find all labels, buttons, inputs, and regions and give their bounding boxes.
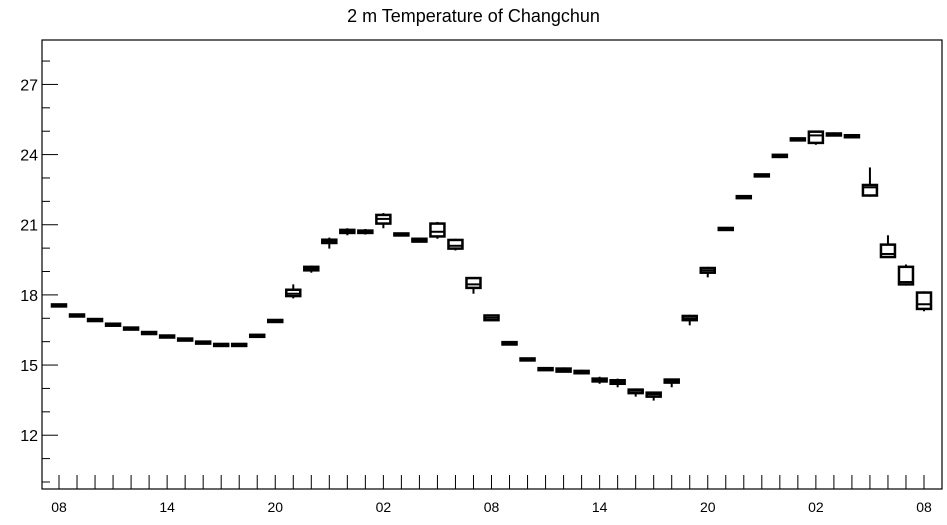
y-tick-label: 21 bbox=[20, 218, 38, 235]
box-body bbox=[897, 265, 915, 286]
box-body bbox=[915, 291, 933, 311]
x-tick-label: 14 bbox=[159, 499, 175, 515]
box-body bbox=[861, 183, 879, 197]
x-tick-label: 08 bbox=[916, 499, 932, 515]
x-tick-label: 14 bbox=[592, 499, 608, 515]
y-tick-label: 24 bbox=[20, 148, 38, 165]
plot-frame bbox=[41, 39, 943, 490]
chart-title: 2 m Temperature of Changchun bbox=[347, 6, 600, 26]
box-body bbox=[447, 238, 464, 250]
x-tick-label: 20 bbox=[700, 499, 716, 515]
x-tick-label: 02 bbox=[376, 499, 392, 515]
x-tick-label: 08 bbox=[51, 499, 67, 515]
x-tick-label: 02 bbox=[808, 499, 824, 515]
box-body bbox=[807, 130, 825, 145]
box-body bbox=[429, 222, 446, 238]
x-tick-label: 08 bbox=[484, 499, 500, 515]
y-tick-label: 27 bbox=[20, 77, 38, 94]
y-tick-label: 18 bbox=[20, 288, 38, 305]
y-tick-label: 12 bbox=[20, 428, 38, 445]
box-body bbox=[465, 276, 482, 290]
x-tick-label: 20 bbox=[267, 499, 283, 515]
y-tick-label: 15 bbox=[20, 358, 38, 375]
box-body bbox=[879, 243, 897, 259]
